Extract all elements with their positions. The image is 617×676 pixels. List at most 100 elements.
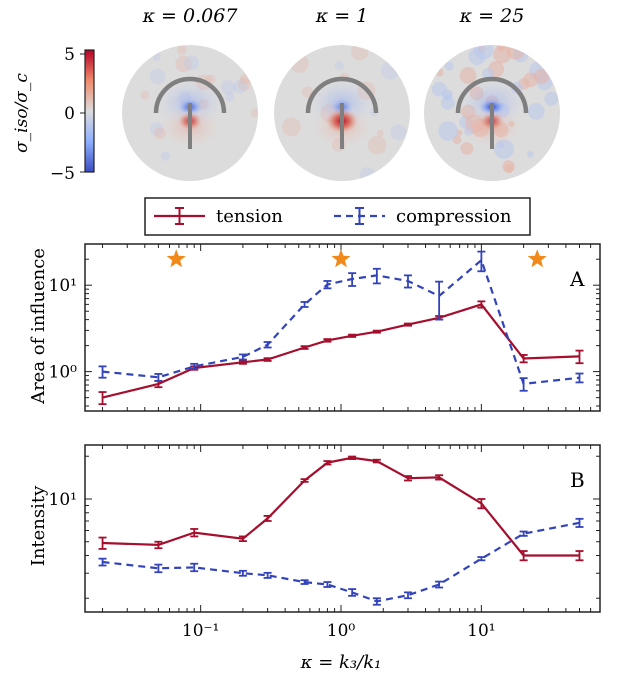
data-point-tension	[98, 391, 107, 406]
noise-speck	[544, 91, 559, 106]
y-tick-label: 10¹	[49, 490, 77, 510]
kappa-star-marker	[331, 249, 351, 268]
colorbar-tick-label: 5	[64, 45, 75, 65]
data-point-tension	[372, 329, 381, 334]
data-point-compression	[575, 372, 584, 384]
data-point-compression	[519, 530, 528, 537]
data-point-compression	[403, 591, 412, 600]
colorbar-tick-label: −5	[50, 164, 75, 184]
data-point-compression	[154, 563, 163, 574]
noise-speck	[359, 167, 376, 181]
noise-speck	[160, 151, 171, 161]
data-point-tension	[477, 498, 486, 510]
x-tick-label: 10⁻¹	[182, 621, 219, 641]
series-line-compression	[102, 521, 580, 603]
data-point-tension	[323, 338, 332, 343]
noise-speck	[282, 117, 301, 137]
y-tick-label: 10¹	[49, 276, 77, 296]
kappa-title: κ = 25	[459, 5, 525, 27]
data-point-compression	[300, 579, 309, 585]
noise-speck	[367, 135, 387, 155]
crack-arc	[455, 76, 529, 114]
panel-letter: A	[569, 267, 585, 291]
data-point-tension	[323, 460, 332, 466]
data-point-tension	[263, 357, 272, 362]
xlabel: κ = k₃/k₁	[300, 652, 382, 673]
noise-speck	[225, 92, 235, 102]
noise-speck	[502, 160, 515, 173]
data-point-tension	[403, 322, 412, 327]
data-point-tension	[372, 458, 381, 464]
colorbar: 5 0 −5 σ_iso/σ_c	[12, 45, 95, 184]
data-point-compression	[435, 580, 444, 589]
noise-speck	[376, 129, 384, 137]
stress-map-panel	[274, 45, 410, 181]
data-point-compression	[323, 280, 332, 290]
plot-frame	[84, 444, 601, 613]
data-point-tension	[519, 354, 528, 364]
data-point-compression	[348, 272, 357, 287]
data-point-compression	[575, 517, 584, 528]
data-point-compression	[348, 588, 357, 597]
data-point-tension	[575, 349, 584, 365]
data-point-compression	[372, 267, 381, 285]
data-point-tension	[238, 360, 247, 365]
noise-speck	[232, 79, 248, 94]
noise-speck	[431, 81, 447, 97]
series-line-tension	[102, 303, 580, 399]
data-point-compression	[190, 362, 199, 370]
series-compression	[98, 517, 584, 606]
noise-speck	[350, 45, 369, 61]
noise-speck	[527, 151, 534, 158]
data-point-tension	[300, 345, 309, 350]
data-point-compression	[519, 377, 528, 392]
noise-speck	[533, 68, 550, 85]
noise-speck	[175, 55, 192, 73]
ylabel-intensity: Intensity	[28, 485, 49, 566]
ylabel-area: Area of influence	[28, 248, 49, 405]
data-point-tension	[575, 550, 584, 562]
data-point-compression	[477, 556, 486, 562]
data-point-tension	[300, 478, 309, 483]
panel-letter: B	[570, 468, 585, 492]
data-point-tension	[263, 515, 272, 522]
series-line-tension	[102, 456, 580, 557]
kappa-star-marker	[166, 249, 186, 268]
chart-intensity: 10¹ 10⁻¹ 10⁰ 10¹ B	[49, 444, 601, 641]
noise-speck	[435, 68, 444, 77]
data-point-tension	[403, 475, 412, 482]
noise-speck	[493, 45, 512, 64]
data-point-compression	[403, 274, 412, 289]
data-point-tension	[435, 474, 444, 481]
noise-speck	[440, 95, 455, 110]
noise-speck	[390, 124, 407, 141]
data-point-compression	[263, 571, 272, 579]
stress-map-panel	[122, 45, 258, 181]
crack-arc	[153, 76, 227, 114]
data-point-tension	[190, 528, 199, 538]
data-point-compression	[477, 250, 486, 273]
stress-maps: κ = 0.067 κ = 1 κ = 25	[122, 5, 560, 181]
kappa-title: κ = 1	[315, 5, 369, 27]
data-point-compression	[372, 597, 381, 606]
noise-speck	[237, 77, 251, 91]
data-point-compression	[190, 562, 199, 573]
noise-speck	[176, 45, 187, 55]
noise-speck	[250, 108, 258, 118]
data-point-tension	[477, 300, 486, 309]
plot-frame	[84, 243, 601, 412]
noise-speck	[438, 121, 458, 141]
data-point-compression	[323, 581, 332, 588]
data-point-tension	[238, 535, 247, 543]
data-point-compression	[300, 301, 309, 308]
chart-area-of-influence: 10⁰ 10¹ A	[49, 243, 601, 412]
series-compression	[98, 250, 584, 392]
noise-speck	[220, 80, 236, 95]
legend-compression-swatch	[334, 207, 385, 225]
legend-tension-swatch	[154, 207, 205, 225]
colorbar-tick-label: 0	[64, 104, 75, 124]
series-tension	[98, 300, 584, 406]
noise-speck	[152, 52, 161, 62]
noise-speck	[468, 48, 486, 66]
